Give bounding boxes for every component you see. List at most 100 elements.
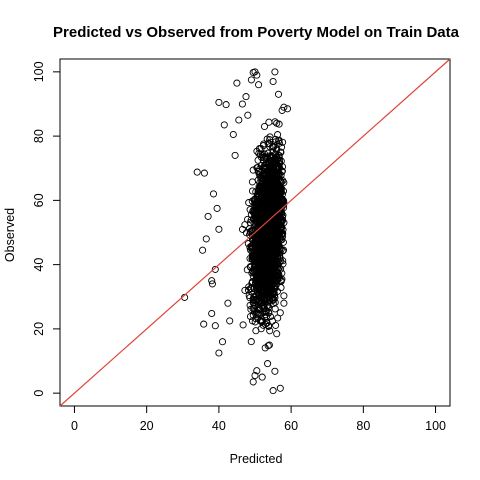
data-point <box>277 157 285 165</box>
data-point <box>260 150 269 158</box>
data-point <box>277 148 285 156</box>
data-point <box>261 210 269 218</box>
data-point <box>218 338 227 346</box>
data-point <box>276 309 284 317</box>
data-point <box>253 71 261 79</box>
data-point <box>265 233 273 241</box>
data-point <box>275 243 283 251</box>
data-point <box>231 151 239 159</box>
data-point <box>256 249 264 257</box>
chart-title: Predicted vs Observed from Poverty Model… <box>53 24 460 41</box>
data-point <box>264 290 272 298</box>
data-point <box>257 273 266 281</box>
data-point <box>264 175 273 183</box>
data-point <box>270 170 278 178</box>
data-point <box>253 257 262 265</box>
data-point <box>259 302 267 310</box>
data-point <box>245 283 253 291</box>
data-point <box>253 288 261 296</box>
data-point <box>269 387 277 395</box>
data-point <box>274 90 283 98</box>
data-point <box>267 201 275 209</box>
data-point <box>271 275 279 283</box>
data-point <box>269 77 277 86</box>
axes: 0 20 40 60 80 100 0 20 40 60 80 100 <box>32 61 446 433</box>
data-point <box>226 317 234 325</box>
data-point <box>242 229 250 237</box>
data-point <box>246 312 255 321</box>
data-point <box>251 297 259 305</box>
x-axis-label: Predicted <box>230 452 283 466</box>
data-point <box>263 203 271 212</box>
data-point <box>255 81 263 89</box>
data-point <box>220 121 228 129</box>
data-point <box>255 250 263 258</box>
data-point <box>253 164 261 172</box>
data-point <box>249 253 257 261</box>
data-point <box>235 116 243 124</box>
data-point <box>249 244 257 252</box>
data-point <box>204 212 212 220</box>
reference-line <box>59 58 451 407</box>
data-point <box>266 156 274 164</box>
data-point <box>271 367 279 375</box>
data-point <box>208 280 216 288</box>
data-point <box>261 260 269 268</box>
data-point <box>254 168 262 176</box>
data-point <box>273 119 281 127</box>
data-point <box>274 189 282 197</box>
data-point <box>257 287 266 296</box>
reference-line-layer <box>59 58 451 407</box>
data-point <box>250 195 259 204</box>
data-point <box>272 146 281 154</box>
x-tick-label: 100 <box>425 419 446 433</box>
data-point <box>279 138 287 146</box>
data-point <box>258 373 266 381</box>
data-point <box>278 168 286 176</box>
data-point <box>229 130 237 139</box>
data-point <box>251 279 260 287</box>
data-point <box>283 105 292 113</box>
data-point <box>263 258 272 266</box>
data-point <box>273 224 281 232</box>
data-point <box>273 264 281 272</box>
data-point <box>266 133 274 141</box>
data-point <box>276 384 284 392</box>
data-point <box>252 188 260 196</box>
data-point <box>215 349 223 357</box>
data-point <box>256 179 264 187</box>
data-point <box>244 111 252 119</box>
data-point <box>280 299 288 307</box>
data-point <box>262 281 270 290</box>
data-point <box>255 224 263 232</box>
data-point <box>200 169 208 177</box>
data-point <box>253 272 261 280</box>
data-point <box>252 302 260 310</box>
data-point <box>273 330 281 338</box>
x-tick-label: 40 <box>212 419 226 433</box>
data-point <box>199 246 207 254</box>
data-point <box>262 194 271 203</box>
data-point <box>262 242 270 250</box>
data-point <box>277 284 285 292</box>
data-point <box>266 153 274 161</box>
data-points <box>181 68 292 395</box>
data-point <box>250 263 258 271</box>
data-point <box>213 204 221 212</box>
x-tick-label: 80 <box>356 419 370 433</box>
data-point <box>251 195 259 203</box>
data-point <box>246 219 254 227</box>
data-point <box>251 307 259 315</box>
y-tick-label: 0 <box>32 390 46 397</box>
y-tick-label: 100 <box>32 61 46 82</box>
data-point <box>246 294 254 302</box>
data-point <box>267 253 275 261</box>
data-point <box>262 171 270 179</box>
data-point <box>277 171 285 179</box>
data-point <box>256 203 264 211</box>
data-point <box>202 235 210 243</box>
data-point <box>259 156 267 164</box>
y-axis-label: Observed <box>3 208 17 262</box>
